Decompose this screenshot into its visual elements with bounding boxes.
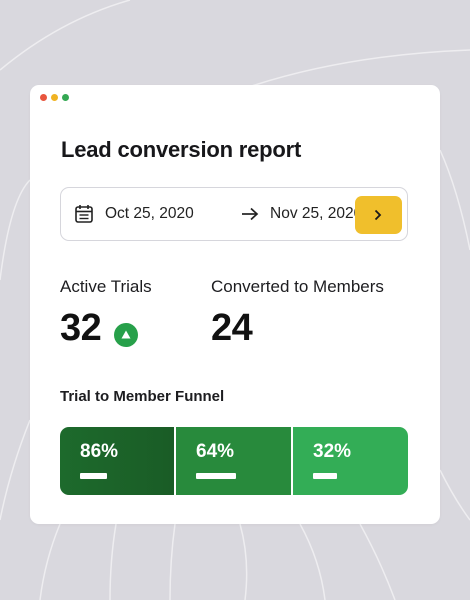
funnel-segment-1[interactable]: 86%	[60, 427, 174, 495]
funnel-segment-label: 86%	[80, 441, 119, 462]
date-range-picker[interactable]: Oct 25, 2020 Nov 25, 2020	[60, 187, 408, 241]
funnel-segment-2[interactable]: 64%	[176, 427, 291, 495]
window-controls	[40, 94, 69, 101]
chevron-right-icon	[374, 209, 382, 221]
minimize-dot-icon[interactable]	[51, 94, 58, 101]
funnel-segment-bar	[196, 473, 236, 479]
funnel-title: Trial to Member Funnel	[60, 388, 225, 405]
arrow-right-icon	[242, 207, 259, 221]
converted-label: Converted to Members	[211, 277, 384, 296]
page-title: Lead conversion report	[61, 137, 302, 162]
report-card: Lead conversion report Oct 25, 2020 Nov …	[30, 85, 440, 524]
end-date[interactable]: Nov 25, 2020	[270, 205, 363, 222]
maximize-dot-icon[interactable]	[62, 94, 69, 101]
start-date[interactable]: Oct 25, 2020	[105, 205, 194, 222]
calendar-icon	[75, 205, 93, 223]
funnel-segment-3[interactable]: 32%	[293, 427, 408, 495]
active-trials-value: 32	[60, 307, 102, 349]
trend-up-icon	[114, 323, 138, 347]
funnel-segment-bar	[80, 473, 107, 479]
funnel-segment-label: 32%	[313, 441, 352, 462]
conversion-funnel: 86% 64% 32%	[60, 427, 408, 495]
converted-value: 24	[211, 307, 253, 349]
active-trials-label: Active Trials	[60, 277, 152, 296]
close-dot-icon[interactable]	[40, 94, 47, 101]
apply-date-range-button[interactable]	[355, 196, 402, 234]
funnel-segment-bar	[313, 473, 337, 479]
funnel-segment-label: 64%	[196, 441, 235, 462]
